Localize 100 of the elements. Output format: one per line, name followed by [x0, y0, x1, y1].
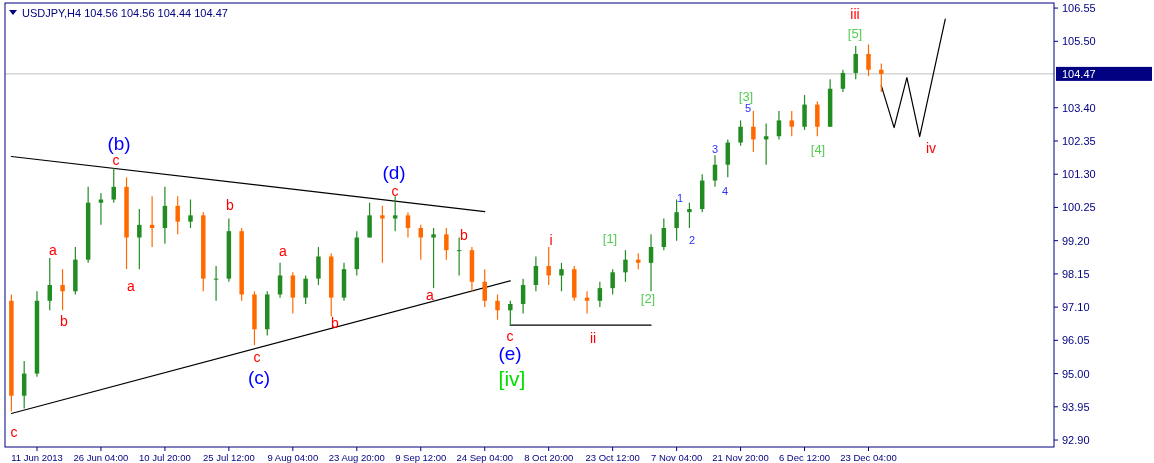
candlestick: [610, 268, 615, 296]
y-tick-label: 99.20: [1062, 234, 1090, 247]
candlestick: [712, 154, 718, 188]
candlestick: [60, 268, 65, 311]
x-tick-label: 25 Jul 12:00: [202, 451, 255, 463]
y-tick-label: 93.95: [1062, 400, 1090, 413]
y-tick-label: 95.00: [1062, 367, 1090, 380]
candlestick: [853, 45, 858, 80]
candlestick: [47, 257, 53, 311]
annotation: [3]: [738, 88, 754, 104]
y-tick-label: 101.30: [1062, 168, 1096, 181]
candlestick: [431, 227, 436, 289]
annotation: [iv]: [498, 366, 526, 390]
candlestick: [597, 281, 603, 308]
annotation: (c): [247, 366, 271, 388]
line-series: [880, 18, 946, 138]
x-tick-label: 23 Dec 04:00: [840, 451, 897, 463]
annotation: c: [253, 349, 261, 365]
annotation: iii: [850, 6, 860, 22]
candlestick: [508, 300, 513, 327]
x-tick-label: 10 Jul 20:00: [139, 451, 191, 463]
candlestick: [776, 110, 782, 140]
annotation: (b): [107, 132, 131, 154]
y-tick-label: 96.05: [1062, 334, 1090, 347]
annotation: b: [460, 227, 469, 243]
annotation: c: [10, 424, 18, 440]
y-tick-label: 97.10: [1062, 301, 1090, 314]
x-tick-label: 21 Nov 20:00: [712, 451, 769, 463]
x-tick-label: 23 Oct 12:00: [585, 451, 640, 463]
candlestick: [444, 227, 449, 261]
x-tick-label: 11 Jun 2013: [11, 451, 63, 463]
annotation: a: [426, 287, 435, 303]
annotation: [2]: [640, 290, 656, 306]
x-tick-label: 24 Sep 04:00: [456, 451, 513, 463]
candlestick: [815, 100, 820, 137]
candlestick: [802, 94, 807, 131]
candlestick: [405, 211, 411, 239]
candlestick: [687, 202, 692, 229]
x-tick-label: 9 Aug 04:00: [267, 451, 319, 463]
y-tick-label: 102.35: [1062, 134, 1096, 147]
annotation: [4]: [810, 141, 826, 157]
candlestick: [546, 246, 551, 286]
y-tick-label: 98.15: [1062, 267, 1090, 280]
annotation: b: [331, 315, 340, 331]
y-tick-label: 100.25: [1062, 201, 1096, 214]
candlestick: [367, 202, 372, 239]
ref-line-label: 104.47: [1062, 67, 1096, 80]
candlestick: [137, 208, 142, 270]
candlestick: [879, 62, 884, 93]
annotation: ii: [589, 330, 597, 346]
annotation: b: [60, 313, 69, 329]
candlestick: [380, 205, 385, 264]
candlestick: [482, 268, 487, 308]
x-tick-label: 7 Nov 04:00: [651, 451, 703, 463]
x-tick-label: 23 Aug 20:00: [328, 451, 385, 463]
x-tick-label: 8 Oct 20:00: [524, 451, 574, 463]
candlestick: [418, 224, 423, 261]
x-tick-label: 9 Sep 12:00: [395, 451, 447, 463]
annotation: c: [391, 183, 399, 199]
candlestick: [456, 236, 462, 277]
annotation: a: [279, 243, 288, 259]
x-tick-label: 6 Dec 12:00: [778, 451, 831, 463]
candlestick: [290, 271, 296, 315]
candlestick: [866, 43, 871, 77]
y-tick-label: 92.90: [1062, 434, 1090, 447]
y-tick-label: 105.50: [1062, 35, 1096, 48]
candlestick: [738, 119, 743, 147]
candlestick: [840, 69, 846, 93]
candlestick: [213, 265, 219, 302]
candlestick: [623, 249, 628, 283]
candlestick: [559, 262, 564, 292]
y-tick-label: 106.55: [1062, 2, 1096, 15]
annotation: [5]: [847, 25, 863, 41]
candlestick: [303, 274, 308, 305]
annotation: (d): [382, 161, 406, 183]
candlestick: [111, 167, 116, 204]
candlestick: [188, 198, 193, 229]
annotation: b: [226, 197, 235, 213]
chart-title: USDJPY,H4 104.56 104.56 104.44 104.47: [22, 7, 228, 19]
candlestick: [789, 110, 794, 137]
candlestick: [648, 233, 654, 292]
annotation: 5: [744, 102, 752, 114]
annotation: a: [49, 242, 58, 258]
annotation: 1: [676, 192, 684, 204]
annotation: iv: [925, 140, 937, 156]
annotation: c: [506, 328, 514, 344]
annotation: a: [127, 278, 136, 294]
candlestick: [316, 246, 321, 286]
candlestick: [175, 195, 180, 235]
annotation: 4: [721, 185, 729, 197]
x-tick-label: 26 Jun 04:00: [73, 451, 129, 463]
y-tick-label: 103.40: [1062, 101, 1096, 114]
annotation: i: [549, 232, 553, 248]
annotation: (e): [498, 342, 522, 364]
annotation: [1]: [602, 230, 618, 246]
annotation: 2: [688, 234, 696, 246]
candlestick: [392, 195, 398, 232]
annotation: 3: [711, 143, 719, 155]
candlestick: [674, 198, 679, 242]
candlestick: [495, 293, 500, 321]
